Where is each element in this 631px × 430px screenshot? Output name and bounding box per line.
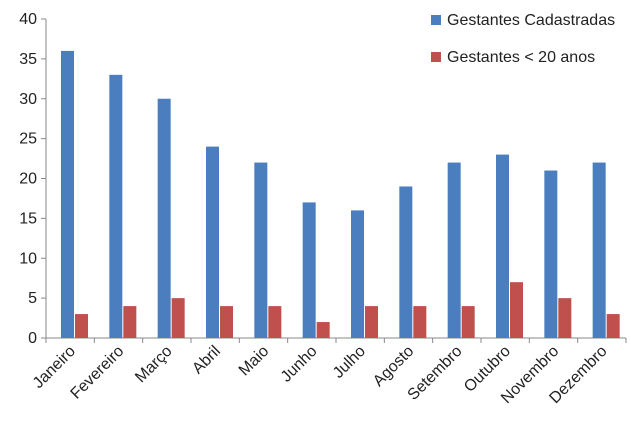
x-category-label: Maio (236, 343, 273, 380)
bar-menor-20-novembro (558, 298, 572, 338)
tick-labels: 0 5 10 15 20 25 30 35 40 (19, 11, 37, 347)
x-category-label: Abril (189, 343, 224, 378)
bar-cadastradas-julho (351, 210, 364, 338)
x-category-label: Março (132, 343, 176, 387)
bar-cadastradas-março (157, 98, 171, 338)
bar-cadastradas-setembro (447, 162, 461, 338)
bar-cadastradas-dezembro (592, 162, 606, 338)
y-tick-label: 30 (19, 91, 37, 108)
y-tick-label: 15 (19, 210, 37, 227)
bar-cadastradas-maio (254, 162, 268, 338)
bar-cadastradas-janeiro (61, 50, 74, 339)
bar-cadastradas-junho (302, 202, 316, 338)
y-tick-label: 20 (19, 171, 37, 188)
x-category-label: Agosto (370, 343, 417, 390)
bar-cadastradas-abril (206, 146, 219, 338)
bar-menor-20-julho (365, 306, 378, 338)
x-category-label: Julho (330, 343, 369, 382)
x-category-label: Junho (278, 343, 321, 386)
bar-cadastradas-fevereiro (109, 74, 123, 338)
y-tick-label: 5 (28, 290, 37, 307)
y-tick-label: 40 (19, 11, 37, 28)
x-category-label: Fevereiro (68, 343, 128, 403)
legend-label: Gestantes Cadastradas (447, 12, 615, 29)
legend: Gestantes Cadastradas Gestantes < 20 anos (431, 12, 615, 66)
legend-label: Gestantes < 20 anos (447, 49, 595, 66)
bar-menor-20-janeiro (75, 314, 88, 338)
bar-menor-20-maio (268, 306, 282, 338)
y-tick-label: 35 (19, 51, 37, 68)
bar-menor-20-junho (316, 322, 330, 338)
bar-menor-20-agosto (413, 306, 427, 338)
y-tick-label: 25 (19, 131, 37, 148)
bar-cadastradas-agosto (399, 186, 413, 338)
axes (41, 18, 627, 343)
y-tick-label: 10 (19, 250, 37, 267)
bar-menor-20-abril (220, 306, 233, 338)
bar-cadastradas-novembro (544, 170, 558, 338)
bars (61, 50, 620, 339)
legend-swatch (431, 15, 441, 25)
bar-menor-20-março (171, 298, 185, 338)
y-tick-label: 0 (28, 330, 37, 347)
x-category-label: Janeiro (30, 343, 79, 392)
legend-swatch (431, 52, 441, 62)
bar-menor-20-outubro (510, 282, 523, 338)
bar-menor-20-fevereiro (123, 306, 137, 338)
bar-menor-20-setembro (461, 306, 475, 338)
bar-menor-20-dezembro (606, 314, 620, 338)
bar-cadastradas-outubro (496, 154, 509, 338)
